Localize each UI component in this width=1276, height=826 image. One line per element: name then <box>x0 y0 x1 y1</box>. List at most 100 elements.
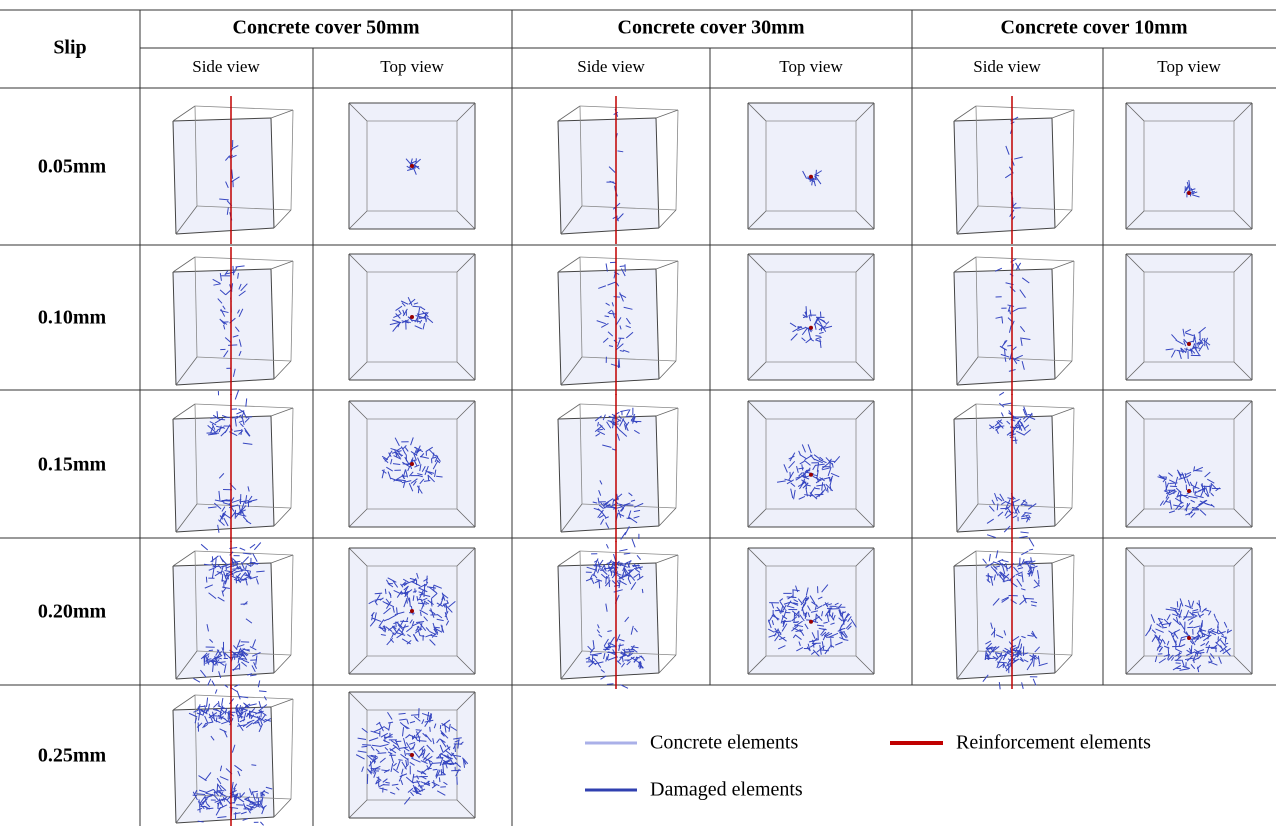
stroke <box>456 655 476 675</box>
stroke <box>1216 623 1219 628</box>
stroke <box>1017 567 1024 570</box>
stroke <box>370 730 381 735</box>
stroke <box>410 478 418 484</box>
stroke <box>237 714 244 718</box>
stroke <box>232 567 242 570</box>
stroke <box>357 750 367 753</box>
stroke <box>624 526 630 536</box>
stroke <box>1191 194 1200 198</box>
stroke <box>1184 657 1195 661</box>
stroke <box>1190 190 1195 194</box>
legend-label: Reinforcement elements <box>956 732 1151 754</box>
stroke <box>796 646 804 652</box>
stroke <box>801 327 808 336</box>
rebar <box>410 164 414 168</box>
stroke <box>251 764 257 766</box>
stroke <box>627 560 632 569</box>
stroke <box>1168 621 1172 627</box>
stroke <box>441 731 449 739</box>
stroke <box>809 642 817 648</box>
stroke <box>217 661 226 664</box>
stroke <box>843 638 849 641</box>
stroke <box>417 485 420 494</box>
stroke <box>175 525 275 533</box>
stroke <box>412 621 421 627</box>
stroke <box>1021 360 1025 370</box>
stroke <box>807 328 812 339</box>
stroke <box>379 757 386 763</box>
stroke <box>675 554 679 656</box>
stroke <box>1198 613 1205 618</box>
stroke <box>747 253 767 273</box>
stroke <box>626 661 631 666</box>
stroke <box>855 400 875 420</box>
stroke <box>800 601 805 606</box>
stroke <box>655 415 660 527</box>
stroke <box>222 571 227 580</box>
stroke <box>404 320 411 324</box>
stroke <box>953 271 958 386</box>
stroke <box>795 476 801 479</box>
stroke <box>600 569 605 571</box>
stroke <box>374 592 383 595</box>
stroke <box>799 480 806 490</box>
side-view-image <box>172 669 294 826</box>
stroke <box>445 620 450 626</box>
stroke <box>196 794 292 800</box>
stroke <box>655 554 679 564</box>
stroke <box>597 663 602 668</box>
stroke <box>990 622 993 629</box>
stroke <box>214 570 223 577</box>
stroke <box>236 796 245 803</box>
table-grid <box>0 9 1276 826</box>
stroke <box>239 423 244 428</box>
stroke <box>1192 658 1195 664</box>
stroke <box>781 623 788 632</box>
stroke <box>395 305 403 311</box>
stroke <box>348 400 368 420</box>
stroke <box>1200 484 1204 490</box>
stroke <box>977 205 1073 211</box>
stroke <box>243 427 251 437</box>
stroke <box>290 260 294 362</box>
stroke <box>401 302 406 307</box>
stroke <box>208 567 216 571</box>
stroke <box>223 663 227 673</box>
stroke <box>953 105 977 122</box>
row-label: 0.05mm <box>38 156 107 178</box>
stroke <box>456 691 476 711</box>
stroke <box>1002 402 1012 406</box>
stroke <box>233 792 239 801</box>
stroke <box>557 256 581 273</box>
stroke <box>410 746 415 750</box>
stroke <box>432 762 442 764</box>
stroke <box>419 635 425 637</box>
stroke <box>560 227 660 235</box>
stroke <box>407 296 413 306</box>
stroke <box>238 283 242 290</box>
stroke <box>818 458 827 464</box>
stroke <box>223 517 229 527</box>
stroke <box>815 339 822 343</box>
stroke <box>1014 420 1021 427</box>
stroke <box>828 458 832 464</box>
stroke <box>237 723 244 732</box>
stroke <box>658 507 677 527</box>
stroke <box>270 415 275 527</box>
stroke <box>242 659 250 664</box>
stroke <box>597 561 601 570</box>
stroke <box>607 281 616 286</box>
stroke <box>447 754 450 761</box>
stroke <box>675 407 679 509</box>
stroke <box>252 553 258 562</box>
stroke <box>1233 253 1253 273</box>
stroke <box>823 621 828 624</box>
stroke <box>405 734 411 739</box>
stroke <box>209 425 214 434</box>
stroke <box>802 170 808 179</box>
stroke <box>431 633 436 638</box>
stroke <box>1185 471 1192 475</box>
stroke <box>212 565 220 568</box>
stroke <box>247 673 253 676</box>
side-view-image <box>953 535 1075 690</box>
